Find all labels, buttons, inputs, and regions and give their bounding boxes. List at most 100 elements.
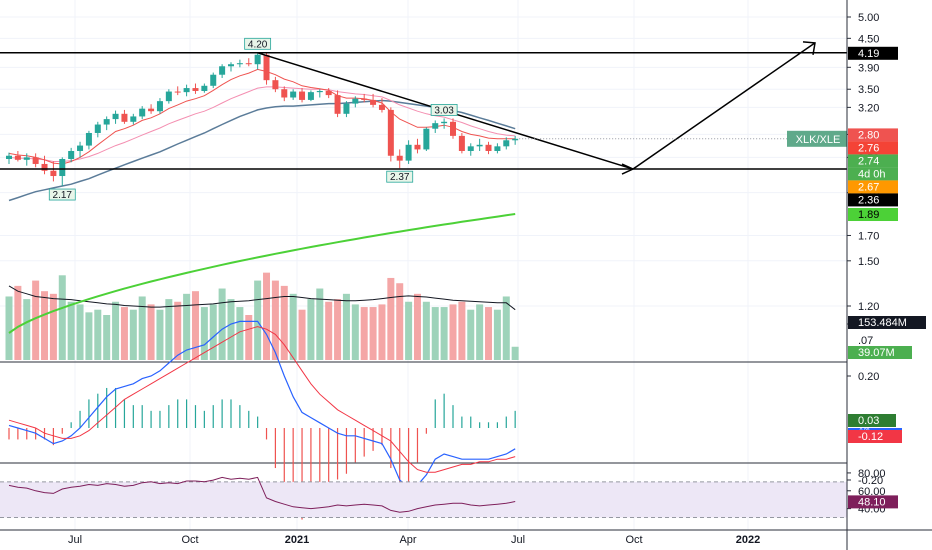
macd-histogram-bar [79,410,81,428]
candle-body [423,128,430,150]
price-badge-label: 4.19 [858,48,879,60]
volume-badge [848,346,912,359]
sma-long-line [8,213,516,334]
candle-body [396,155,403,161]
candles [6,52,519,187]
volume-ma-badge [848,316,926,329]
macd-histogram-bar [212,405,214,428]
trend-drawings[interactable] [0,41,847,175]
candle-body [228,64,234,67]
candle-body [494,146,501,151]
candle-body [183,88,190,93]
price-badge [848,208,898,222]
price-badge [848,180,898,194]
price-badge [848,141,898,155]
symbol-badge[interactable]: XLK/XLE [787,130,850,147]
time-tick-label: Jul [511,534,525,546]
candle-body [414,144,421,150]
macd-histogram-bar [505,416,507,428]
volume-bar [103,315,111,360]
time-axis[interactable]: Jul Oct 2021 Apr Jul Oct 2022 [68,534,760,546]
candle-body [299,91,306,100]
macd-histogram-bar [399,428,401,491]
candle-body [485,144,492,151]
macd-histogram-bar [203,410,205,428]
candle-body [512,138,519,141]
macd-histogram-bar [416,428,419,463]
volume-bar [165,299,173,360]
extremum-label-bg [386,170,414,183]
candle-body [236,63,243,65]
price-badge [848,154,898,168]
candle-body [245,63,252,65]
candle-body [325,90,332,96]
trendline-arrowhead [621,163,635,175]
macd-histogram-bar [88,399,90,428]
macd-pane[interactable] [8,320,516,520]
price-axis-bg [847,0,932,550]
rsi-badge [848,495,898,509]
candle-body [343,103,350,114]
price-badge [848,167,898,181]
candle-body [219,66,226,75]
rsi-pane[interactable] [0,476,847,519]
candle-body [14,155,21,160]
symbol-badge-bg [787,130,850,147]
candle-body [156,101,163,112]
candle-body [352,98,359,104]
volume-bar [218,288,226,360]
rsi-badge-label: 48.10 [858,496,886,508]
candle-body [378,104,385,110]
volume-bar [32,280,40,360]
volume-bar [120,307,128,360]
extremum-label-bg [244,37,272,50]
price-pane[interactable]: 4.20 2.17 2.37 3.03 XLK/XLE [0,16,850,360]
candle-body [370,99,377,105]
candle-body [387,109,394,156]
price-axis-label: 5.00 [858,12,879,24]
volume-bar [405,301,413,360]
price-badge [848,128,898,142]
macd-histogram-bar [470,416,472,428]
macd-histogram-bar [52,428,54,446]
macd-histogram-bar [390,428,392,469]
candle-body [174,91,181,93]
macd-histogram-bar [487,422,490,428]
candle-body [272,80,279,90]
rsi-axis-label: 80.00 [858,468,886,480]
macd-histogram-bar [443,393,445,428]
macd-histogram-bar [381,428,383,446]
volume-bar [289,293,297,360]
macd-histogram-bar [97,393,99,428]
candle-body [85,132,92,146]
macd-histogram-bar [106,387,108,428]
forecast-arrow-line[interactable] [632,42,816,170]
volume-ma-badge-label: 153.484M [858,317,907,329]
macd-histogram-bar [372,428,374,451]
macd-histogram-bar [452,405,454,428]
candle-body [450,121,456,136]
macd-histogram-bar [363,428,365,457]
volume-bar [156,309,164,360]
candle-body [307,92,314,100]
volume-bar [413,293,421,360]
candle-body [77,145,84,151]
volume-bar [298,309,306,360]
candle-body [432,123,439,129]
price-axis-label: 3.50 [858,84,879,96]
macd-histogram-bar [177,399,179,428]
macd-histogram-bar [354,428,356,463]
macd-histogram-bar [434,399,436,428]
candle-body [68,150,75,159]
macd-histogram-bar [425,428,427,434]
macd-histogram-bar [17,428,19,440]
rsi-band [0,481,847,518]
volume-bar [191,291,199,360]
candle-body [32,157,39,164]
macd-histogram-bar [168,405,170,428]
volume-bar [280,285,288,360]
candle-body [23,157,30,160]
price-badge [848,46,898,60]
